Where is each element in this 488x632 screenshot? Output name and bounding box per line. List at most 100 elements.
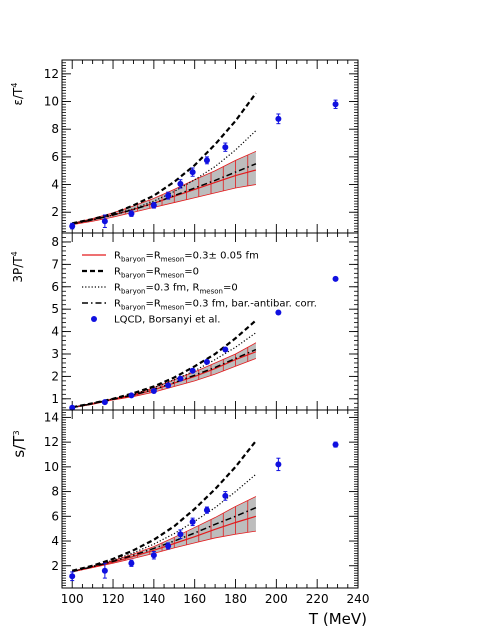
y-tick-label: 10	[44, 95, 59, 109]
x-axis-label: T (MeV)	[308, 610, 367, 628]
y-axis-label-base: 3P/T	[11, 256, 25, 283]
legend-label-part: baryon	[121, 304, 145, 312]
x-tick-label: 180	[224, 592, 247, 606]
legend-label: Rbaryon=0.3 fm, Rmeson=0	[114, 283, 238, 296]
data-point	[128, 211, 134, 217]
plot-frame	[62, 60, 358, 233]
y-tick-label: 12	[44, 435, 59, 449]
data-point	[204, 359, 210, 365]
legend-label-part: meson	[199, 288, 223, 296]
legend-label-part: baryon	[121, 272, 145, 280]
legend-item: Rbaryon=Rmeson=0.3 fm, bar.-antibar. cor…	[82, 299, 317, 312]
legend-label-part: =R	[145, 267, 160, 278]
data-point	[177, 181, 183, 187]
data-point	[222, 347, 228, 353]
data-point	[102, 399, 108, 405]
y-axis-label-sup: 3	[12, 430, 21, 435]
y-tick-label: 2	[51, 369, 59, 383]
legend-item: Rbaryon=Rmeson=0	[82, 267, 199, 280]
data-point	[275, 310, 281, 316]
data-point	[222, 493, 228, 499]
data-point	[165, 382, 171, 388]
legend-label-part: =0.3± 0.05 fm	[184, 251, 259, 262]
legend-label-part: R	[114, 299, 121, 310]
y-axis-label-base: ε/T	[11, 87, 25, 106]
y-axis-label-sup: 4	[10, 83, 19, 88]
y-tick-label: 3	[51, 347, 59, 361]
data-point	[102, 568, 108, 574]
uncertainty-band	[72, 343, 256, 408]
data-point	[190, 368, 196, 374]
data-point	[165, 543, 171, 549]
legend-label-part: R	[114, 267, 121, 278]
data-point	[177, 531, 183, 537]
y-axis-label-base: s/T	[10, 435, 28, 458]
y-tick-label: 7	[51, 257, 59, 271]
legend-label: Rbaryon=Rmeson=0.3 fm, bar.-antibar. cor…	[114, 299, 317, 312]
legend-item: LQCD, Borsanyi et al.	[91, 315, 220, 326]
y-axis-label: 3P/T4	[10, 251, 25, 282]
legend-label: LQCD, Borsanyi et al.	[114, 315, 220, 326]
x-tick-label: 240	[347, 592, 370, 606]
data-point	[190, 519, 196, 525]
y-tick-label: 4	[51, 325, 59, 339]
data-point	[151, 552, 157, 558]
x-tick-label: 100	[61, 592, 84, 606]
y-tick-label: 8	[51, 235, 59, 249]
data-point	[151, 202, 157, 208]
y-tick-label: 12	[44, 67, 59, 81]
y-axis-label-sup: 4	[10, 251, 19, 256]
y-tick-label: 2	[51, 205, 59, 219]
legend-label-part: =0	[223, 283, 238, 294]
legend-label-part: baryon	[121, 256, 145, 264]
y-tick-label: 14	[44, 410, 59, 424]
legend-label-part: =R	[145, 299, 160, 310]
legend-label-part: meson	[161, 304, 185, 312]
band-upper-edge	[72, 343, 256, 408]
legend-label-part: LQCD, Borsanyi et al.	[114, 315, 220, 326]
x-tick-label: 220	[306, 592, 329, 606]
y-tick-label: 6	[51, 150, 59, 164]
x-tick-label: 120	[102, 592, 125, 606]
y-tick-label: 2	[51, 559, 59, 573]
y-tick-label: 8	[51, 122, 59, 136]
legend-swatch-marker	[91, 316, 97, 322]
legend-label-part: R	[114, 283, 121, 294]
legend: Rbaryon=Rmeson=0.3± 0.05 fmRbaryon=Rmeso…	[82, 251, 317, 326]
data-point	[275, 461, 281, 467]
y-tick-label: 6	[51, 509, 59, 523]
y-tick-label: 4	[51, 178, 59, 192]
legend-label-part: =R	[145, 251, 160, 262]
data-point	[190, 169, 196, 175]
data-point	[177, 376, 183, 382]
x-tick-label: 200	[265, 592, 288, 606]
data-point	[275, 116, 281, 122]
panel-entropy-density: 2 4 6 8 10 12 14 100 120 140 160 180 200 220 240 s/T3	[10, 410, 369, 606]
x-tick-label: 140	[142, 592, 165, 606]
legend-label-part: =0.3 fm, bar.-antibar. corr.	[184, 299, 317, 310]
data-point	[333, 101, 339, 107]
data-point	[128, 392, 134, 398]
data-point	[333, 442, 339, 448]
legend-label: Rbaryon=Rmeson=0	[114, 267, 199, 280]
data-point	[333, 276, 339, 282]
y-tick-label: 10	[44, 460, 59, 474]
data-point	[69, 573, 75, 579]
y-axis-label: s/T3	[10, 430, 28, 457]
data-point	[204, 157, 210, 163]
legend-label-part: meson	[161, 256, 185, 264]
legend-item: Rbaryon=Rmeson=0.3± 0.05 fm	[82, 251, 259, 264]
y-axis-label: ε/T4	[10, 83, 25, 106]
y-tick-label: 8	[51, 485, 59, 499]
legend-label-part: =0	[184, 267, 199, 278]
legend-item: Rbaryon=0.3 fm, Rmeson=0	[82, 283, 238, 296]
legend-label-part: baryon	[121, 288, 145, 296]
data-point	[151, 388, 157, 394]
y-tick-label: 5	[51, 302, 59, 316]
legend-label-part: =0.3 fm, R	[145, 283, 199, 294]
panel-energy-density: 24681012ε/T4	[10, 60, 358, 233]
data-point	[69, 223, 75, 229]
x-tick-label: 160	[183, 592, 206, 606]
y-tick-label: 1	[51, 392, 59, 406]
